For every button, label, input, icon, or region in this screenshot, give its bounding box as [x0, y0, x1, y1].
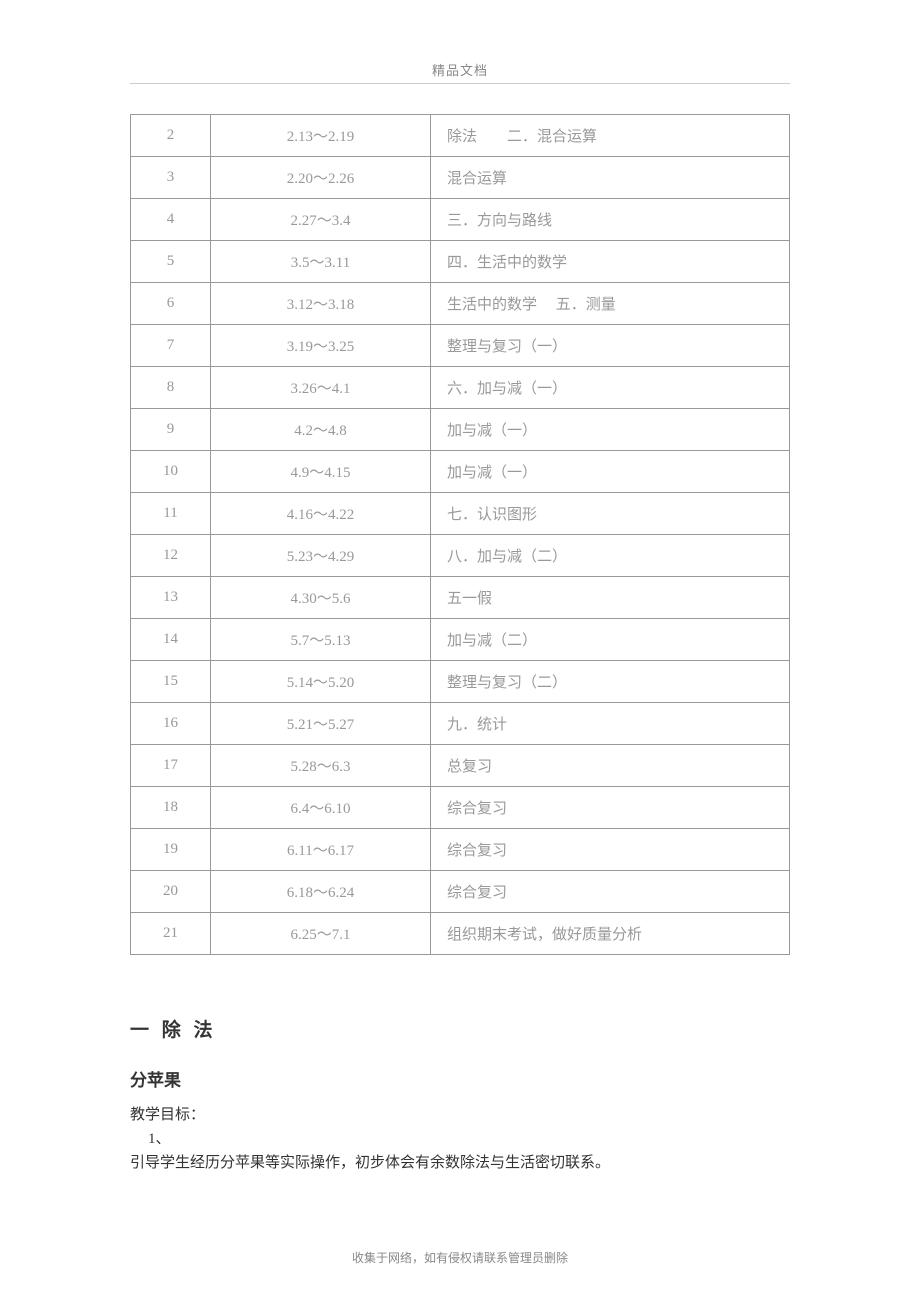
row-number: 8 — [131, 367, 211, 409]
table-row: 165.21～5.27九．统计 — [131, 703, 790, 745]
row-date: 2.20～2.26 — [211, 157, 431, 199]
row-content: 七．认识图形 — [431, 493, 790, 535]
row-date: 4.2～4.8 — [211, 409, 431, 451]
row-number: 14 — [131, 619, 211, 661]
table-row: 125.23～4.29八．加与减（二） — [131, 535, 790, 577]
row-content: 加与减（一） — [431, 451, 790, 493]
row-number: 9 — [131, 409, 211, 451]
row-content: 综合复习 — [431, 871, 790, 913]
row-number: 20 — [131, 871, 211, 913]
table-row: 32.20～2.26混合运算 — [131, 157, 790, 199]
row-number: 2 — [131, 115, 211, 157]
row-number: 4 — [131, 199, 211, 241]
row-date: 6.18～6.24 — [211, 871, 431, 913]
row-number: 21 — [131, 913, 211, 955]
row-date: 3.26～4.1 — [211, 367, 431, 409]
row-date: 6.4～6.10 — [211, 787, 431, 829]
row-date: 6.11～6.17 — [211, 829, 431, 871]
row-number: 18 — [131, 787, 211, 829]
row-number: 10 — [131, 451, 211, 493]
row-content: 九．统计 — [431, 703, 790, 745]
row-content: 混合运算 — [431, 157, 790, 199]
row-content: 五一假 — [431, 577, 790, 619]
row-number: 15 — [131, 661, 211, 703]
row-number: 13 — [131, 577, 211, 619]
row-number: 7 — [131, 325, 211, 367]
table-row: 73.19～3.25整理与复习（一） — [131, 325, 790, 367]
header-title: 精品文档 — [130, 60, 790, 84]
footer-text: 收集于网络，如有侵权请联系管理员删除 — [0, 1249, 920, 1266]
row-date: 2.13～2.19 — [211, 115, 431, 157]
row-date: 5.21～5.27 — [211, 703, 431, 745]
row-content: 加与减（一） — [431, 409, 790, 451]
table-row: 83.26～4.1六．加与减（一） — [131, 367, 790, 409]
row-date: 4.16～4.22 — [211, 493, 431, 535]
row-date: 4.9～4.15 — [211, 451, 431, 493]
row-number: 11 — [131, 493, 211, 535]
row-date: 5.7～5.13 — [211, 619, 431, 661]
row-content: 综合复习 — [431, 787, 790, 829]
table-row: 114.16～4.22七．认识图形 — [131, 493, 790, 535]
row-content: 组织期末考试，做好质量分析 — [431, 913, 790, 955]
table-row: 175.28～6.3总复习 — [131, 745, 790, 787]
sub-title: 分苹果 — [130, 1066, 790, 1091]
table-row: 216.25～7.1组织期末考试，做好质量分析 — [131, 913, 790, 955]
row-content: 除法 二．混合运算 — [431, 115, 790, 157]
page-container: 精品文档 22.13～2.19除法 二．混合运算32.20～2.26混合运算42… — [0, 0, 920, 1302]
list-item: 1、 — [130, 1127, 790, 1151]
row-date: 6.25～7.1 — [211, 913, 431, 955]
table-row: 63.12～3.18生活中的数学 五．测量 — [131, 283, 790, 325]
row-number: 12 — [131, 535, 211, 577]
row-content: 四．生活中的数学 — [431, 241, 790, 283]
row-number: 6 — [131, 283, 211, 325]
table-row: 186.4～6.10综合复习 — [131, 787, 790, 829]
table-row: 42.27～3.4三．方向与路线 — [131, 199, 790, 241]
row-number: 5 — [131, 241, 211, 283]
row-date: 2.27～3.4 — [211, 199, 431, 241]
row-date: 3.12～3.18 — [211, 283, 431, 325]
table-row: 53.5～3.11四．生活中的数学 — [131, 241, 790, 283]
row-content: 生活中的数学 五．测量 — [431, 283, 790, 325]
table-body: 22.13～2.19除法 二．混合运算32.20～2.26混合运算42.27～3… — [131, 115, 790, 955]
row-number: 3 — [131, 157, 211, 199]
row-number: 16 — [131, 703, 211, 745]
table-row: 134.30～5.6五一假 — [131, 577, 790, 619]
row-date: 5.28～6.3 — [211, 745, 431, 787]
table-row: 206.18～6.24综合复习 — [131, 871, 790, 913]
row-date: 3.19～3.25 — [211, 325, 431, 367]
row-content: 综合复习 — [431, 829, 790, 871]
row-content: 加与减（二） — [431, 619, 790, 661]
row-content: 总复习 — [431, 745, 790, 787]
row-number: 19 — [131, 829, 211, 871]
row-content: 八．加与减（二） — [431, 535, 790, 577]
row-number: 17 — [131, 745, 211, 787]
row-date: 5.23～4.29 — [211, 535, 431, 577]
row-content: 整理与复习（一） — [431, 325, 790, 367]
row-date: 4.30～5.6 — [211, 577, 431, 619]
table-row: 94.2～4.8加与减（一） — [131, 409, 790, 451]
row-date: 5.14～5.20 — [211, 661, 431, 703]
row-date: 3.5～3.11 — [211, 241, 431, 283]
table-row: 145.7～5.13加与减（二） — [131, 619, 790, 661]
row-content: 整理与复习（二） — [431, 661, 790, 703]
paragraph: 引导学生经历分苹果等实际操作，初步体会有余数除法与生活密切联系。 — [130, 1151, 790, 1175]
table-row: 155.14～5.20整理与复习（二） — [131, 661, 790, 703]
table-row: 104.9～4.15加与减（一） — [131, 451, 790, 493]
schedule-table: 22.13～2.19除法 二．混合运算32.20～2.26混合运算42.27～3… — [130, 114, 790, 955]
goal-label: 教学目标： — [130, 1103, 790, 1127]
table-row: 22.13～2.19除法 二．混合运算 — [131, 115, 790, 157]
table-row: 196.11～6.17综合复习 — [131, 829, 790, 871]
row-content: 六．加与减（一） — [431, 367, 790, 409]
section-title: 一 除 法 — [130, 1015, 790, 1042]
row-content: 三．方向与路线 — [431, 199, 790, 241]
